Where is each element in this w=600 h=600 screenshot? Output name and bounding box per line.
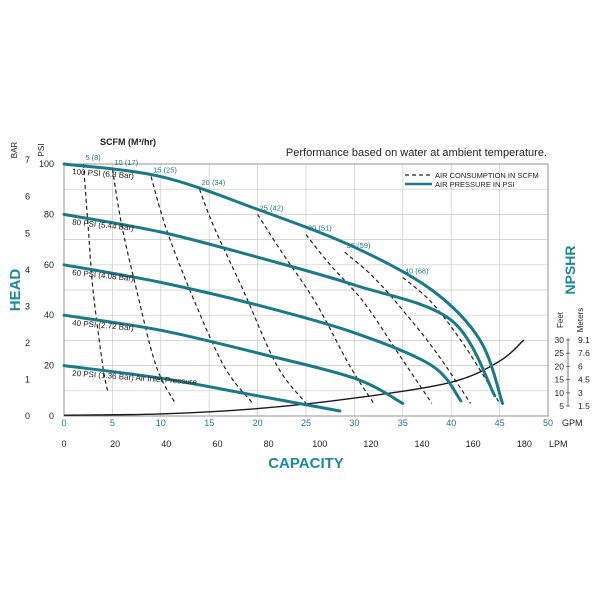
npshr-meter-tick-label: 3	[578, 388, 583, 398]
npshr-meter-tick-label: 7.6	[578, 348, 590, 358]
bar-tick-label: 7	[25, 155, 30, 165]
air-consumption-label: 15 (25)	[153, 166, 177, 175]
air-consumption-label: 10 (17)	[114, 158, 138, 167]
air-consumption-label: 25 (42)	[260, 203, 284, 212]
plot-frame	[63, 163, 549, 417]
air-pressure-line	[62, 162, 504, 405]
bar-tick-label: 4	[25, 265, 30, 275]
meters-unit-label: Meters	[576, 308, 585, 332]
bar-tick-label: 1	[25, 374, 30, 384]
air-consumption-label: 35 (59)	[347, 241, 371, 250]
psi-tick-label: 0	[49, 411, 54, 421]
gpm-tick-label: 20	[253, 418, 263, 428]
npshr-feet-tick-label: 10	[555, 388, 565, 398]
feet-unit-label: Feet	[556, 311, 565, 328]
head-axis-label: HEAD	[7, 269, 24, 312]
lpm-tick-label: 100	[312, 439, 327, 449]
air-consumption-line	[198, 188, 307, 404]
psi-tick-label: 80	[44, 209, 54, 219]
plot-border	[63, 163, 549, 417]
air-pressure-line	[62, 364, 342, 413]
gpm-tick-label: 15	[204, 418, 214, 428]
air-consumption-label: 20 (34)	[202, 178, 226, 187]
npshr-meter-tick-label: 9.1	[578, 335, 590, 345]
npshr-feet-tick-label: 30	[555, 335, 565, 345]
gpm-tick-label: 0	[61, 418, 66, 428]
gpm-tick-label: 30	[349, 418, 359, 428]
bar-tick-label: 0	[25, 411, 30, 421]
legend-air-consumption-label: AIR CONSUMPTION IN SCFM	[435, 171, 539, 180]
air-consumption-line	[82, 163, 109, 391]
psi-tick-label: 100	[39, 159, 54, 169]
lpm-tick-label: 140	[415, 439, 430, 449]
lpm-tick-label: 60	[212, 439, 222, 449]
scfm-header: SCFM (M³/hr)	[100, 137, 156, 147]
air-pressure-label: 100 PSI (6.8 Bar)	[72, 167, 135, 180]
lpm-unit-label: LPM	[549, 439, 568, 449]
legend-air-pressure-label: AIR PRESSURE IN PSI	[435, 180, 515, 189]
air-pressure-label: 80 PSI (5.44 Bar)	[72, 218, 135, 233]
lpm-tick-label: 180	[517, 439, 532, 449]
air-consumption-label: 5 (8)	[85, 153, 101, 162]
lpm-tick-label: 120	[363, 439, 378, 449]
air-consumption-line	[344, 251, 472, 404]
air-pressure-line	[62, 263, 463, 403]
air-consumption-label: 30 (51)	[308, 224, 332, 233]
npshr-axis-label: NPSHR	[562, 245, 578, 294]
npshr-meter-tick-label: 1.5	[578, 401, 590, 411]
bar-unit-label: BAR	[10, 142, 19, 159]
air-consumption-curves	[82, 163, 501, 404]
npshr-feet-tick-label: 15	[555, 375, 565, 385]
air-consumption-line	[305, 234, 433, 404]
air-consumption-line	[111, 168, 176, 404]
gpm-tick-label: 10	[156, 418, 166, 428]
npshr-meter-tick-label: 4.5	[578, 375, 590, 385]
axis-ticks: 0 5 10 15 20 25 30 35 40 45 500 20 40 60 80 100 120 140 16…	[25, 155, 590, 449]
bar-tick-label: 5	[25, 228, 30, 238]
legend: AIR CONSUMPTION IN SCFM AIR PRESSURE IN …	[405, 171, 539, 189]
gpm-tick-label: 40	[446, 418, 456, 428]
npshr-line	[63, 339, 525, 416]
air-pressure-curves	[62, 162, 504, 413]
gpm-tick-label: 5	[110, 418, 115, 428]
air-pressure-label: 60 PSI (4.08 Bar)	[72, 268, 135, 283]
air-pressure-label: 20 PSI (1.36 Bar) Air Inlet Pressure	[72, 369, 198, 387]
lpm-tick-label: 80	[264, 439, 274, 449]
npshr-feet-tick-label: 5	[559, 401, 564, 411]
gpm-tick-label: 25	[301, 418, 311, 428]
psi-tick-label: 60	[44, 260, 54, 270]
chart-subtitle: Performance based on water at ambient te…	[286, 147, 547, 159]
grid-lines	[64, 164, 548, 416]
npshr-feet-tick-label: 20	[555, 361, 565, 371]
gpm-unit-label: GPM	[562, 418, 583, 428]
psi-tick-label: 20	[44, 361, 54, 371]
lpm-tick-label: 160	[466, 439, 481, 449]
gpm-tick-label: 45	[495, 418, 505, 428]
bar-tick-label: 3	[25, 301, 30, 311]
air-pressure-label: 40 PSI (2.72 Bar)	[72, 318, 135, 332]
air-pressure-line	[62, 212, 497, 398]
bar-tick-label: 2	[25, 338, 30, 348]
air-consumption-label: 40 (68)	[405, 266, 429, 275]
air-pressure-line	[62, 313, 405, 405]
bar-tick-label: 6	[25, 192, 30, 202]
lpm-tick-label: 40	[161, 439, 171, 449]
npshr-feet-tick-label: 25	[555, 348, 565, 358]
psi-unit-label: PSI	[37, 144, 46, 157]
lpm-tick-label: 0	[61, 439, 66, 449]
gpm-tick-label: 50	[543, 418, 553, 428]
gpm-tick-label: 35	[398, 418, 408, 428]
npshr-curve	[63, 339, 525, 416]
psi-tick-label: 40	[44, 310, 54, 320]
capacity-axis-label: CAPACITY	[268, 455, 344, 472]
lpm-tick-label: 20	[110, 439, 120, 449]
npshr-meter-tick-label: 6	[578, 361, 583, 371]
